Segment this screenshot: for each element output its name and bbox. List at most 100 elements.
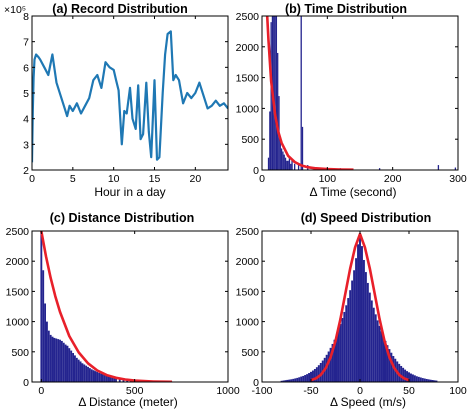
x-tick-label: 20 bbox=[189, 173, 201, 185]
y-tick-label: 500 bbox=[11, 347, 29, 359]
histogram-bar bbox=[83, 364, 86, 382]
histogram-bar bbox=[57, 339, 60, 382]
x-axis-label: Δ Time (second) bbox=[310, 185, 397, 199]
histogram-bar bbox=[298, 377, 301, 382]
histogram-bar bbox=[429, 379, 432, 382]
plot-area bbox=[265, 16, 457, 170]
x-tick-label: -100 bbox=[251, 385, 272, 397]
histogram-bar bbox=[345, 305, 348, 382]
x-tick-label: 300 bbox=[449, 173, 467, 185]
histogram-bar bbox=[343, 311, 346, 382]
histogram-bar bbox=[111, 376, 114, 382]
histogram-bar bbox=[109, 376, 112, 382]
histogram-bar bbox=[301, 126, 304, 170]
x-tick-label: 1000 bbox=[216, 385, 240, 397]
y-tick-label: 2 bbox=[23, 165, 29, 177]
histogram-bar bbox=[81, 363, 84, 382]
y-tick-label: 1000 bbox=[236, 103, 260, 115]
x-tick-label: 5 bbox=[70, 173, 76, 185]
panel-b-time-distribution: (b) Time Distribution Δ Time (second) 0 1… bbox=[236, 2, 467, 199]
chart-title: (a) Record Distribution bbox=[52, 2, 187, 16]
histogram-bar bbox=[355, 258, 358, 382]
histogram-bar bbox=[411, 374, 414, 382]
x-tick-label: 500 bbox=[126, 385, 144, 397]
histogram-bar bbox=[64, 344, 67, 382]
histogram-bar bbox=[291, 160, 293, 170]
histogram-bar bbox=[49, 334, 52, 382]
histogram-bar bbox=[66, 345, 69, 382]
axes-frame bbox=[31, 230, 229, 383]
histogram-bar bbox=[409, 373, 412, 382]
x-tick-label: 50 bbox=[403, 385, 415, 397]
histogram-bar bbox=[280, 148, 283, 170]
histogram-bar bbox=[90, 369, 93, 382]
x-tick-label: 0 bbox=[38, 385, 44, 397]
histogram-bar bbox=[79, 361, 82, 382]
histogram-bar bbox=[435, 380, 438, 382]
histogram-bar bbox=[283, 154, 285, 170]
histogram-bar bbox=[315, 367, 318, 382]
histogram-bar bbox=[425, 378, 428, 382]
histogram-bar bbox=[88, 368, 91, 382]
histogram-bar bbox=[297, 163, 300, 170]
x-tick-label: 200 bbox=[384, 173, 402, 185]
y-tick-label: 2000 bbox=[236, 42, 260, 54]
y-tick-label: 4 bbox=[23, 114, 29, 126]
x-axis-label: Hour in a day bbox=[94, 185, 165, 199]
y-tick-label: 2500 bbox=[6, 226, 30, 238]
histogram-bar bbox=[286, 160, 288, 170]
x-tick-label: -50 bbox=[303, 385, 318, 397]
histogram-bar bbox=[390, 352, 393, 382]
axes-frame bbox=[261, 15, 459, 171]
histogram-bar bbox=[319, 362, 322, 382]
histogram-bar bbox=[275, 16, 278, 170]
histogram-bar bbox=[288, 379, 291, 382]
histogram-bar bbox=[427, 379, 430, 382]
histogram-bar bbox=[85, 365, 88, 382]
y-tick-label: 2000 bbox=[236, 256, 260, 268]
x-tick-label: 15 bbox=[149, 173, 161, 185]
histogram-bar bbox=[327, 351, 330, 382]
histogram-bar bbox=[92, 370, 95, 382]
y-tick-label: 0 bbox=[253, 377, 259, 389]
histogram-bar bbox=[370, 300, 373, 382]
histogram-bar bbox=[433, 380, 436, 382]
histogram-bar bbox=[300, 16, 302, 170]
histogram-bar bbox=[296, 377, 299, 382]
histogram-bar bbox=[437, 165, 440, 170]
histogram-bar bbox=[304, 375, 307, 382]
histogram-bar bbox=[59, 339, 61, 382]
histogram-bar bbox=[404, 369, 407, 382]
histogram-bar bbox=[376, 320, 379, 382]
histogram-bar bbox=[115, 377, 117, 382]
histogram-bar bbox=[386, 345, 389, 382]
histogram-bar bbox=[400, 365, 403, 382]
x-tick-label: 10 bbox=[108, 173, 120, 185]
y-tick-label: 1000 bbox=[236, 317, 260, 329]
histogram-bar bbox=[431, 380, 434, 382]
histogram-bar bbox=[68, 348, 71, 382]
y-tick-label: 1500 bbox=[6, 286, 30, 298]
histogram-bar bbox=[357, 244, 360, 382]
y-tick-label: 2500 bbox=[236, 226, 260, 238]
y-tick-label: 2000 bbox=[6, 256, 30, 268]
histogram-bar bbox=[269, 111, 271, 170]
histogram-bar bbox=[282, 380, 285, 382]
histogram-bar bbox=[306, 374, 309, 382]
histogram-bar bbox=[415, 376, 418, 382]
histogram-bar bbox=[302, 375, 305, 382]
histogram-bar bbox=[62, 342, 65, 382]
y-tick-label: 2500 bbox=[236, 11, 260, 23]
histogram-bar bbox=[380, 331, 383, 382]
histogram-bar bbox=[359, 234, 361, 382]
histogram-bar bbox=[282, 151, 284, 170]
histogram-bar bbox=[384, 340, 387, 382]
x-tick-label: 0 bbox=[259, 173, 265, 185]
y-tick-label: 6 bbox=[23, 62, 29, 74]
fit-curve bbox=[265, 16, 354, 170]
y-tick-label: 1500 bbox=[236, 286, 260, 298]
chart-title: (b) Time Distribution bbox=[285, 2, 407, 16]
histogram-bar bbox=[337, 329, 340, 382]
record-series-line bbox=[32, 30, 228, 163]
y-tick-label: 3 bbox=[23, 139, 29, 151]
